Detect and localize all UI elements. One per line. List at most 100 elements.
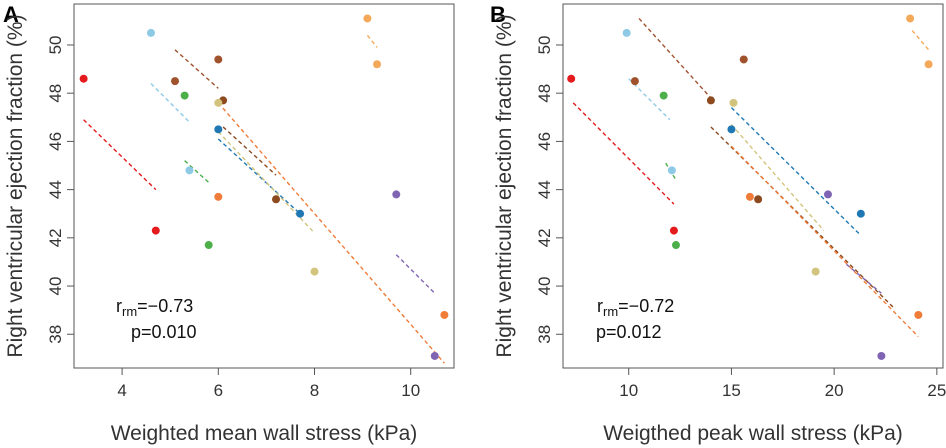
panel-b-x-axis-title: Weigthed peak wall stress (kPa) bbox=[603, 422, 903, 445]
panel-b-y-tick-label-48: 48 bbox=[535, 84, 554, 103]
panel-a-x-axis-title: Weighted mean wall stress (kPa) bbox=[111, 422, 418, 445]
panel-a-fit-lines bbox=[83, 34, 445, 364]
panel-b-y-tick-label-46: 46 bbox=[535, 132, 554, 151]
panel-b-r-prefix: r bbox=[597, 296, 603, 316]
panel-b-point-5-1 bbox=[754, 195, 763, 204]
panel-a-point-1-1 bbox=[185, 166, 194, 175]
panel-a-y-axis-title: Right ventricular ejection fraction (%) bbox=[4, 14, 27, 357]
panel-b-letter: B bbox=[490, 2, 506, 27]
panel-b-point-4-0 bbox=[727, 125, 736, 134]
panel-b-x-tick-label-25: 25 bbox=[927, 381, 946, 400]
panel-b-point-7-1 bbox=[811, 267, 820, 276]
panel-a-point-0-1 bbox=[151, 226, 160, 235]
panel-a-point-7-1 bbox=[310, 267, 319, 276]
panel-b-y-tick-label-44: 44 bbox=[535, 180, 554, 199]
panel-b-x-tick-label-20: 20 bbox=[825, 381, 844, 400]
panel-b: B 10 15 20 25 38 40 42 44 46 48 50 Right ventricul… bbox=[490, 2, 946, 445]
panel-a-fit-line-7 bbox=[217, 131, 316, 234]
panel-a-fit-line-4 bbox=[217, 138, 301, 215]
panel-a-point-3-0 bbox=[180, 91, 189, 100]
panel-a-r-sub: rm bbox=[122, 304, 137, 319]
panel-a-r-prefix: r bbox=[116, 296, 122, 316]
panel-a-fit-line-5 bbox=[222, 126, 277, 176]
panel-a-point-5-1 bbox=[272, 195, 281, 204]
panel-b-y-tick-label-40: 40 bbox=[535, 277, 554, 296]
panel-b-point-5-0 bbox=[706, 96, 715, 105]
panel-b-y-tick-label-50: 50 bbox=[535, 36, 554, 55]
panel-a-x-tick-label-6: 6 bbox=[214, 381, 223, 400]
panel-a-point-6-1 bbox=[440, 310, 449, 319]
panel-a-y-tick-label-42: 42 bbox=[46, 228, 65, 247]
panel-a-y-tick-label-46: 46 bbox=[46, 132, 65, 151]
panel-a-point-2-0 bbox=[171, 77, 180, 86]
panel-a-point-8-1 bbox=[430, 351, 439, 360]
panel-b-point-9-0 bbox=[906, 14, 915, 23]
panel-a-letter: A bbox=[3, 2, 19, 27]
panel-b-point-8-0 bbox=[823, 190, 832, 199]
panel-a-y-tick-label-40: 40 bbox=[46, 277, 65, 296]
panel-a-r-label: rrm=−0.73 bbox=[116, 296, 193, 319]
panel-b-point-8-1 bbox=[877, 351, 886, 360]
panel-b-fit-line-7 bbox=[730, 124, 825, 232]
panel-b-stats: rrm=−0.72 p=0.012 bbox=[596, 296, 674, 342]
panel-b-fit-line-6 bbox=[730, 145, 919, 338]
panel-a-point-3-1 bbox=[204, 241, 213, 250]
panel-a-fit-line-3 bbox=[184, 160, 210, 183]
panel-b-point-3-0 bbox=[659, 91, 668, 100]
panel-a-fit-line-8 bbox=[395, 254, 436, 294]
panel-b-r-label: rrm=−0.72 bbox=[597, 296, 674, 319]
panel-b-fit-lines bbox=[572, 17, 930, 338]
panel-b-point-1-0 bbox=[622, 28, 631, 37]
panel-a-y-tick-label-44: 44 bbox=[46, 180, 65, 199]
panel-b-y-tick-label-38: 38 bbox=[535, 325, 554, 344]
panel-b-points bbox=[567, 14, 933, 360]
panel-b-r-sub: rm bbox=[603, 304, 618, 319]
panel-b-plot-frame bbox=[562, 3, 944, 369]
panel-a-y-tick-label-48: 48 bbox=[46, 84, 65, 103]
panel-a-point-4-0 bbox=[214, 125, 223, 134]
panel-a-point-1-0 bbox=[146, 28, 155, 37]
panel-a-fit-line-0 bbox=[83, 119, 157, 191]
panel-a-point-9-1 bbox=[373, 60, 382, 69]
panel-b-point-6-1 bbox=[914, 310, 923, 319]
panel-b-point-7-0 bbox=[729, 98, 738, 107]
panel-a-x-tick-label-10: 10 bbox=[401, 381, 420, 400]
panel-b-point-0-0 bbox=[567, 74, 576, 83]
panel-a-point-6-0 bbox=[214, 192, 223, 201]
panel-a-fit-line-6 bbox=[217, 102, 445, 364]
panel-a-p-value: p=0.010 bbox=[131, 322, 197, 342]
panel-a-plot-frame bbox=[73, 3, 455, 369]
panel-b-point-6-0 bbox=[745, 192, 754, 201]
panel-a-r-value: =−0.73 bbox=[137, 296, 193, 316]
panel-a-y-tick-label-50: 50 bbox=[46, 36, 65, 55]
panel-a-point-9-0 bbox=[363, 14, 372, 23]
panel-b-fit-line-0 bbox=[572, 102, 675, 205]
panel-b-fit-line-2 bbox=[638, 17, 712, 99]
panel-a-point-2-1 bbox=[214, 55, 223, 64]
panel-b-fit-line-1 bbox=[628, 78, 671, 121]
panel-b-fit-line-9 bbox=[911, 30, 930, 51]
panel-a-stats: rrm=−0.73 p=0.010 bbox=[116, 296, 197, 342]
panel-b-point-3-1 bbox=[671, 241, 680, 250]
panel-b-x-tick-label-15: 15 bbox=[722, 381, 741, 400]
panel-b-point-2-0 bbox=[630, 77, 639, 86]
panel-b-axes: 10 15 20 25 38 40 42 44 46 48 50 bbox=[535, 36, 946, 400]
panel-a-x-tick-label-8: 8 bbox=[310, 381, 319, 400]
panel-a-points bbox=[79, 14, 449, 360]
panel-a-x-tick-label-4: 4 bbox=[117, 381, 126, 400]
panel-a-point-0-0 bbox=[79, 74, 88, 83]
panel-b-r-value: =−0.72 bbox=[618, 296, 674, 316]
panel-b-fit-line-8 bbox=[846, 263, 882, 294]
panel-b-fit-line-4 bbox=[730, 107, 862, 236]
panel-b-point-1-1 bbox=[667, 166, 676, 175]
panel-b-point-4-1 bbox=[856, 209, 865, 218]
panel-b-y-axis-title: Right ventricular ejection fraction (%) bbox=[493, 14, 516, 357]
panel-a-fit-line-1 bbox=[150, 83, 190, 123]
panel-b-point-9-1 bbox=[924, 60, 933, 69]
panel-b-point-2-1 bbox=[739, 55, 748, 64]
panel-b-point-0-1 bbox=[669, 226, 678, 235]
panel-b-p-value: p=0.012 bbox=[596, 322, 662, 342]
panel-b-x-tick-label-10: 10 bbox=[619, 381, 638, 400]
